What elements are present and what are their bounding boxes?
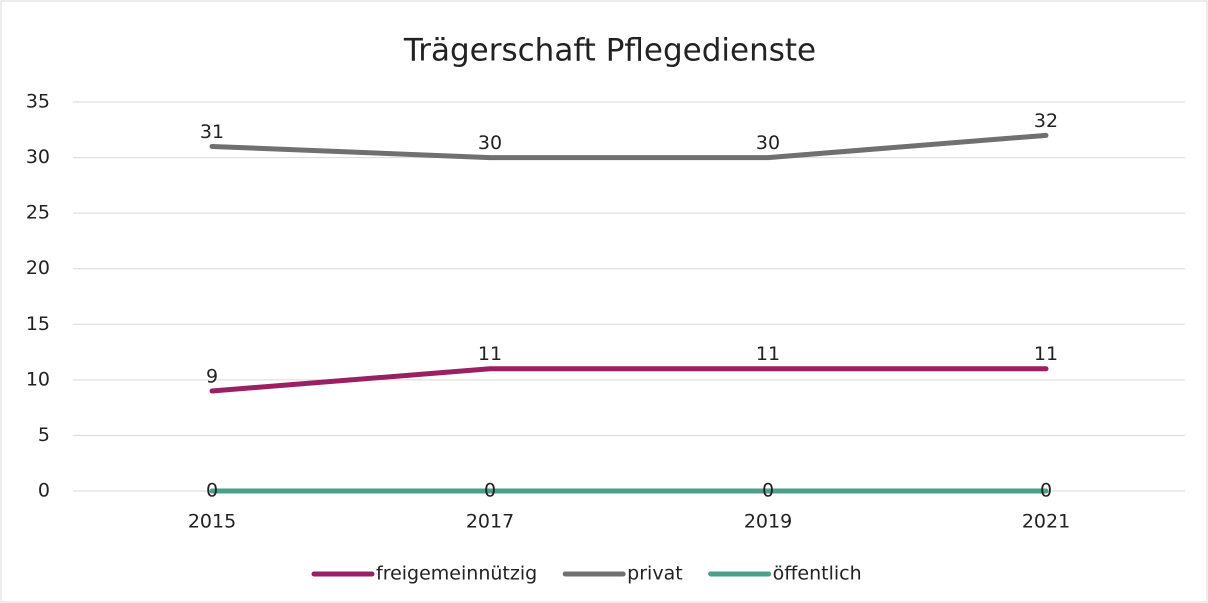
y-tick-label: 15 xyxy=(26,313,50,335)
x-tick-label: 2015 xyxy=(188,511,236,533)
data-label: 11 xyxy=(478,343,502,365)
data-label: 0 xyxy=(206,480,218,502)
series-line xyxy=(209,132,1049,161)
data-label: 0 xyxy=(484,480,496,502)
y-tick-label: 0 xyxy=(38,480,50,502)
legend-label: freigemeinnützig xyxy=(376,563,537,585)
y-tick-label: 20 xyxy=(26,257,50,279)
data-label: 32 xyxy=(1034,110,1058,132)
data-label: 0 xyxy=(762,480,774,502)
y-tick-label: 35 xyxy=(26,91,50,113)
x-tick-label: 2017 xyxy=(466,511,514,533)
data-label: 31 xyxy=(200,121,224,143)
legend-label: öffentlich xyxy=(773,563,862,585)
y-tick-label: 30 xyxy=(26,146,50,168)
data-label: 9 xyxy=(206,365,218,387)
x-tick-label: 2021 xyxy=(1022,511,1070,533)
series-line xyxy=(209,366,1049,394)
data-label: 11 xyxy=(1034,343,1058,365)
y-tick-label: 10 xyxy=(26,368,50,390)
data-label: 30 xyxy=(756,132,780,154)
y-tick-label: 5 xyxy=(38,424,50,446)
data-label: 11 xyxy=(756,343,780,365)
data-label: 30 xyxy=(478,132,502,154)
data-label: 0 xyxy=(1040,480,1052,502)
y-tick-label: 25 xyxy=(26,202,50,224)
legend-label: privat xyxy=(627,563,683,585)
x-tick-label: 2019 xyxy=(744,511,792,533)
chart-title: Trägerschaft Pflegedienste xyxy=(403,33,816,69)
